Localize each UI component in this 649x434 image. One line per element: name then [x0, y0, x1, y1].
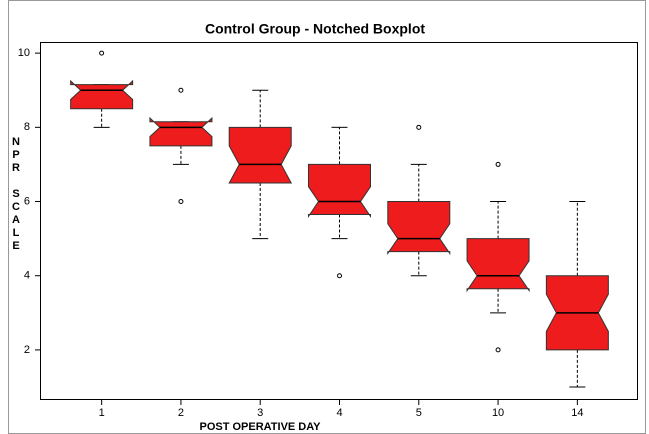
x-tick-label: 3	[257, 407, 263, 419]
x-axis-label: POST OPERATIVE DAY	[199, 421, 321, 433]
y-tick-label: 2	[24, 344, 30, 356]
outlier	[99, 50, 105, 56]
y-tick-label: 6	[24, 195, 30, 207]
outlier	[178, 87, 184, 93]
box	[308, 163, 371, 218]
outlier	[495, 347, 501, 353]
box	[387, 201, 451, 256]
frame	[8, 0, 646, 434]
y-axis-label: NPR SCALE	[10, 136, 22, 253]
x-tick-label: 2	[178, 407, 184, 419]
outlier	[416, 124, 422, 130]
x-tick-label: 5	[416, 407, 422, 419]
x-tick-label: 4	[336, 407, 342, 419]
chart-title: Control Group - Notched Boxplot	[205, 21, 425, 37]
box	[149, 116, 213, 147]
y-tick-label: 4	[24, 270, 30, 282]
outlier	[337, 273, 342, 279]
x-tick-label: 1	[99, 407, 105, 419]
plot-area	[40, 42, 638, 400]
box	[228, 126, 293, 184]
outlier	[178, 199, 184, 205]
x-tick-label: 10	[492, 407, 504, 419]
y-tick-label: 8	[24, 121, 30, 133]
y-tick-label: 10	[18, 47, 30, 59]
box	[466, 238, 530, 293]
x-tick-label: 14	[571, 407, 583, 419]
outlier	[495, 161, 501, 167]
box	[70, 79, 134, 110]
